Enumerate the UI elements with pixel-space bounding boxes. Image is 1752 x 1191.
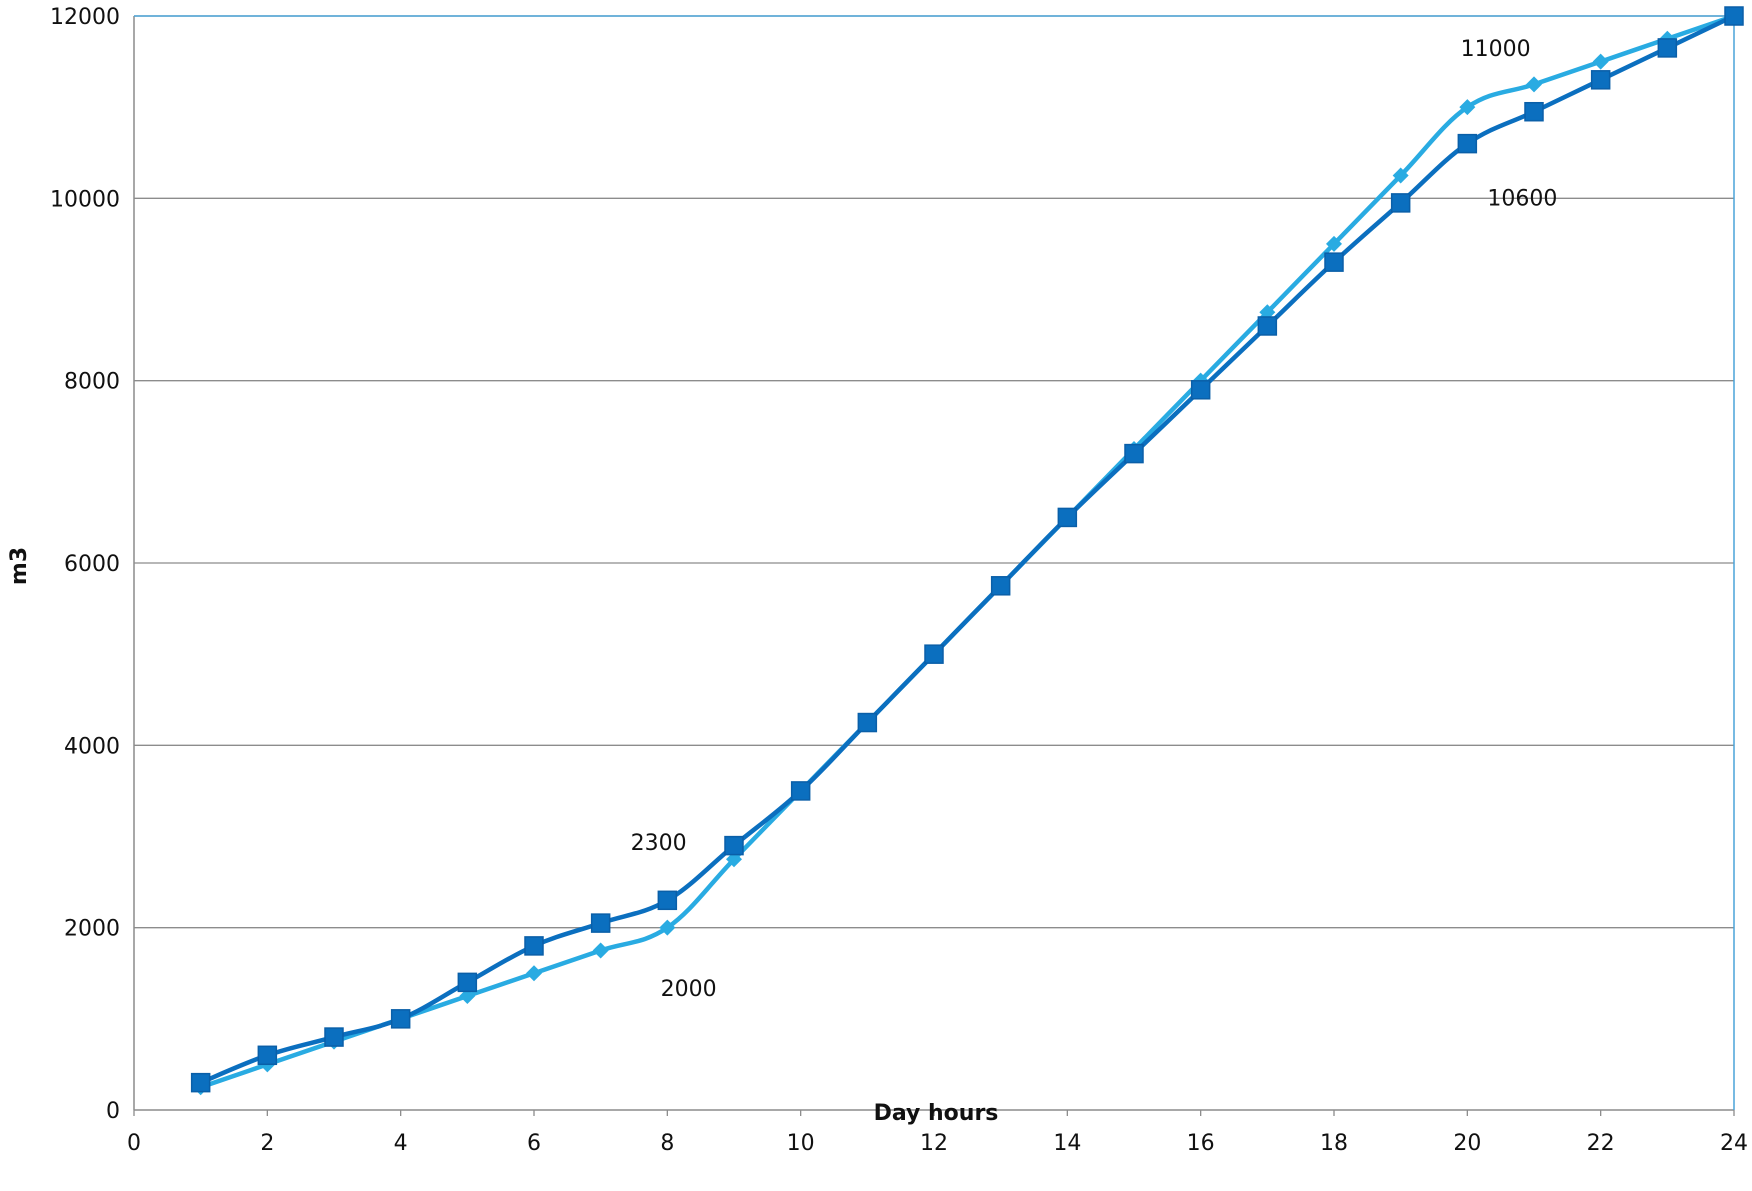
x-tick-label: 18	[1320, 1131, 1348, 1156]
square-point	[524, 936, 544, 956]
series-line	[199, 13, 1735, 1085]
square-point	[1390, 193, 1411, 213]
diamond-point	[592, 942, 609, 959]
x-axis-title: Day hours	[874, 1101, 999, 1126]
square-point	[790, 781, 811, 801]
square-point	[590, 913, 611, 933]
y-axis-title: m3	[7, 547, 32, 585]
x-tick-label: 24	[1720, 1131, 1748, 1156]
grid-lines	[134, 15, 1734, 929]
x-tick-label: 16	[1187, 1131, 1215, 1156]
y-tick-label: 12000	[50, 5, 120, 30]
y-tick-label: 10000	[50, 187, 120, 212]
square-point	[657, 890, 678, 911]
square-point	[1724, 6, 1744, 26]
square-point	[924, 644, 944, 664]
x-tick-label: 8	[660, 1131, 674, 1156]
square-point	[457, 972, 478, 993]
x-tick-label: 14	[1053, 1131, 1081, 1156]
data-label: 11000	[1461, 37, 1531, 62]
square-point	[390, 1009, 411, 1029]
y-tick-label: 0	[106, 1099, 120, 1124]
diamond-point	[1526, 76, 1542, 93]
y-tick-label: 4000	[64, 734, 120, 759]
x-tick-label: 20	[1453, 1131, 1481, 1156]
square-point	[257, 1045, 278, 1066]
series-2	[190, 6, 1744, 1093]
y-tick-label: 2000	[64, 917, 120, 942]
diamond-point	[1459, 99, 1476, 116]
data-label: 10600	[1487, 187, 1557, 212]
square-point	[1657, 38, 1678, 58]
data-label: 2000	[661, 977, 717, 1002]
square-point	[1057, 507, 1078, 528]
diamond-point	[1326, 235, 1342, 252]
series-1	[192, 8, 1742, 1096]
square-point	[1257, 316, 1278, 336]
series-group	[190, 6, 1744, 1096]
diamond-point	[526, 965, 542, 982]
data-label: 2300	[631, 831, 687, 856]
x-tick-label: 4	[394, 1131, 408, 1156]
square-point	[990, 576, 1011, 596]
y-tick-label: 8000	[64, 370, 120, 395]
x-tick-label: 10	[787, 1131, 815, 1156]
diamond-point	[659, 919, 676, 936]
x-tick-label: 0	[127, 1131, 141, 1156]
square-point	[857, 712, 878, 733]
square-point	[724, 835, 744, 856]
y-tick-label: 6000	[64, 552, 120, 577]
square-point	[1457, 133, 1478, 154]
square-point	[1524, 101, 1544, 122]
x-tick-label: 22	[1587, 1131, 1615, 1156]
square-point	[1124, 443, 1144, 464]
diamond-point	[1592, 53, 1609, 70]
data-labels: 11000 10600 2300 2000	[631, 37, 1558, 1002]
square-point	[1324, 252, 1344, 272]
x-tick-label: 12	[920, 1131, 948, 1156]
square-point	[190, 1072, 211, 1093]
diamond-point	[1392, 167, 1409, 184]
square-point	[324, 1027, 344, 1047]
x-tick-label: 6	[527, 1131, 541, 1156]
square-point	[1590, 70, 1611, 90]
axes	[133, 15, 1735, 1116]
x-tick-label: 2	[260, 1131, 274, 1156]
square-point	[1190, 380, 1211, 400]
series-line	[199, 13, 1735, 1090]
